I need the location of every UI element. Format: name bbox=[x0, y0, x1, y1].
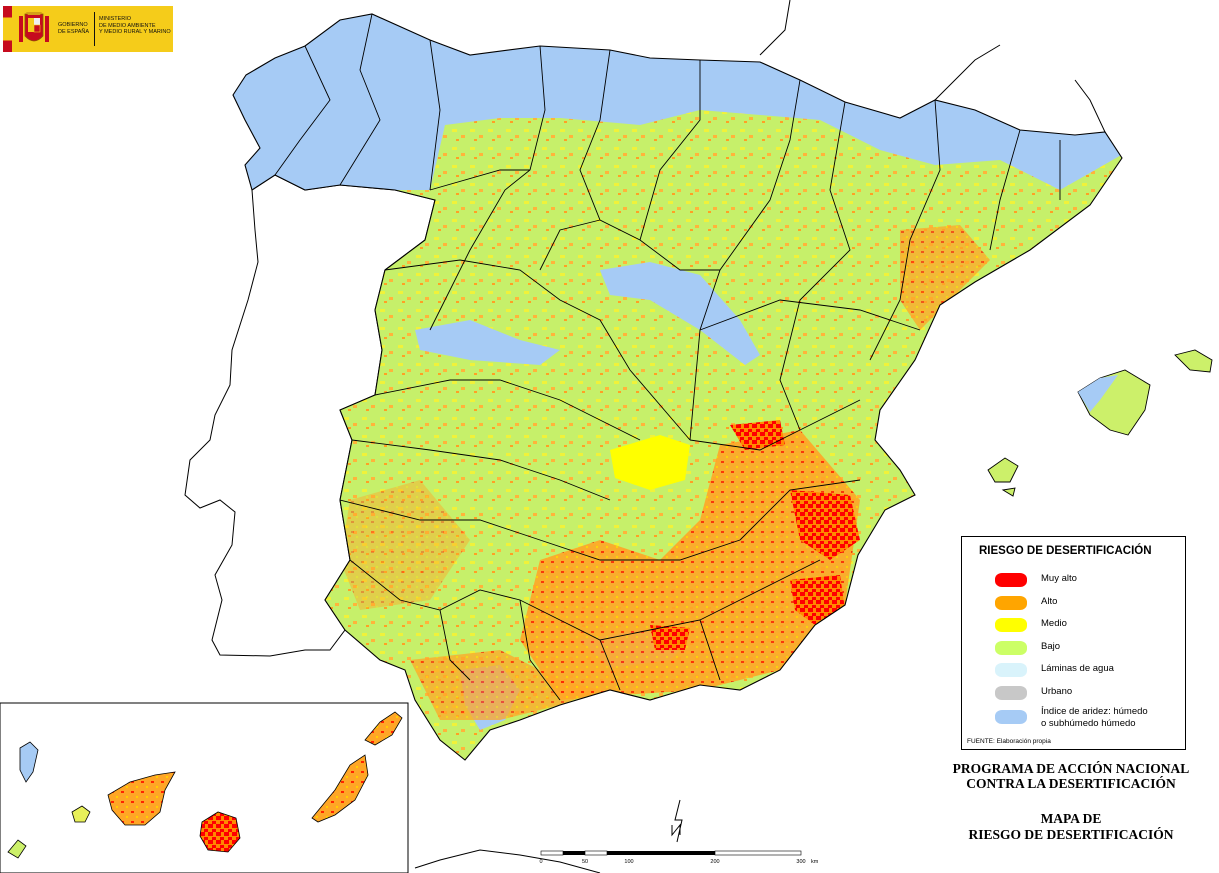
government-label: GOBIERNO DE ESPAÑA bbox=[58, 22, 90, 35]
menorca-island bbox=[1174, 349, 1213, 373]
program-title-line1: PROGRAMA DE ACCIÓN NACIONAL bbox=[952, 761, 1190, 776]
legend-label: Urbano bbox=[1041, 686, 1073, 697]
legend-item-low: Bajo bbox=[995, 638, 1185, 662]
high-ebro-zone bbox=[900, 225, 990, 330]
legend-item-water: Láminas de agua bbox=[995, 660, 1185, 684]
legend-item-medium: Medio bbox=[995, 615, 1185, 639]
legend-swatch bbox=[995, 686, 1027, 700]
program-title-line2: CONTRA LA DESERTIFICACIÓN bbox=[966, 776, 1176, 791]
map-title-line2: RIESGO DE DESERTIFICACIÓN bbox=[968, 827, 1174, 842]
legend-item-humid: Índice de aridez: húmedo o subhúmedo húm… bbox=[995, 705, 1185, 735]
ministry-label: MINISTERIO DE MEDIO AMBIENTE Y MEDIO RUR… bbox=[99, 16, 171, 35]
legend: RIESGO DE DESERTIFICACIÓN Muy alto Alto … bbox=[961, 536, 1186, 750]
fuerteventura-island bbox=[311, 754, 369, 823]
humid-sierra-zone bbox=[600, 262, 760, 365]
map-title-line1: MAPA DE bbox=[1040, 811, 1102, 826]
scale-tick-label: 100 bbox=[624, 859, 633, 865]
legend-label: Alto bbox=[1041, 596, 1058, 607]
spain-mainland bbox=[232, 13, 1123, 761]
legend-item-very-high: Muy alto bbox=[995, 570, 1185, 594]
province-borders bbox=[274, 14, 1061, 701]
scale-bar: 0 50 100 200 300 km bbox=[539, 850, 819, 865]
humid-central-zone bbox=[415, 320, 560, 365]
legend-label: Muy alto bbox=[1041, 573, 1077, 584]
legend-item-urban: Urbano bbox=[995, 683, 1185, 707]
legend-swatch bbox=[995, 573, 1027, 587]
legend-swatch bbox=[995, 618, 1027, 632]
formentera-island bbox=[1001, 487, 1016, 497]
north-arrow-icon bbox=[671, 799, 683, 843]
france-outline bbox=[759, 0, 1106, 133]
balearic-islands bbox=[987, 349, 1213, 497]
medium-lamancha-zone bbox=[610, 435, 690, 490]
legend-label: Medio bbox=[1041, 618, 1067, 629]
logo-divider bbox=[94, 12, 95, 46]
scale-tick-label: 300 bbox=[796, 859, 805, 865]
very-high-valencia-zone bbox=[790, 490, 860, 560]
morocco-outline bbox=[414, 849, 601, 873]
ibiza-island bbox=[987, 457, 1019, 483]
legend-swatch bbox=[995, 710, 1027, 724]
legend-swatch bbox=[995, 641, 1027, 655]
legend-label: Láminas de agua bbox=[1041, 663, 1114, 674]
spain-coat-of-arms-icon bbox=[19, 12, 49, 42]
legend-label: Bajo bbox=[1041, 641, 1061, 652]
mallorca-humid-zone bbox=[1078, 375, 1118, 412]
legend-swatch bbox=[995, 663, 1027, 677]
high-southeast-zone bbox=[520, 430, 860, 700]
legend-title: RIESGO DE DESERTIFICACIÓN bbox=[979, 545, 1152, 557]
legend-item-high: Alto bbox=[995, 593, 1185, 617]
gran-canaria-island bbox=[199, 811, 241, 853]
ministry-logo: GOBIERNO DE ESPAÑA MINISTERIO DE MEDIO A… bbox=[3, 6, 173, 52]
scale-tick-label: 50 bbox=[582, 859, 588, 865]
very-high-teruel-zone bbox=[730, 420, 785, 450]
source-note: FUENTE: Elaboración propia bbox=[967, 738, 1051, 745]
la-palma-island bbox=[19, 741, 39, 783]
very-high-murcia-zone bbox=[790, 575, 845, 625]
legend-label: Índice de aridez: húmedo o subhúmedo húm… bbox=[1041, 706, 1148, 729]
flag-stripe bbox=[3, 6, 12, 52]
scale-tick-label: 200 bbox=[710, 859, 719, 865]
very-high-almeria-zone bbox=[650, 625, 690, 650]
canary-inset bbox=[0, 702, 409, 873]
scale-unit-label: km bbox=[811, 859, 819, 865]
lanzarote-island bbox=[364, 711, 403, 746]
la-gomera-island bbox=[71, 805, 91, 823]
scale-tick-label: 0 bbox=[539, 859, 542, 865]
legend-swatch bbox=[995, 596, 1027, 610]
tenerife-island bbox=[107, 771, 176, 826]
el-hierro-island bbox=[7, 839, 27, 859]
